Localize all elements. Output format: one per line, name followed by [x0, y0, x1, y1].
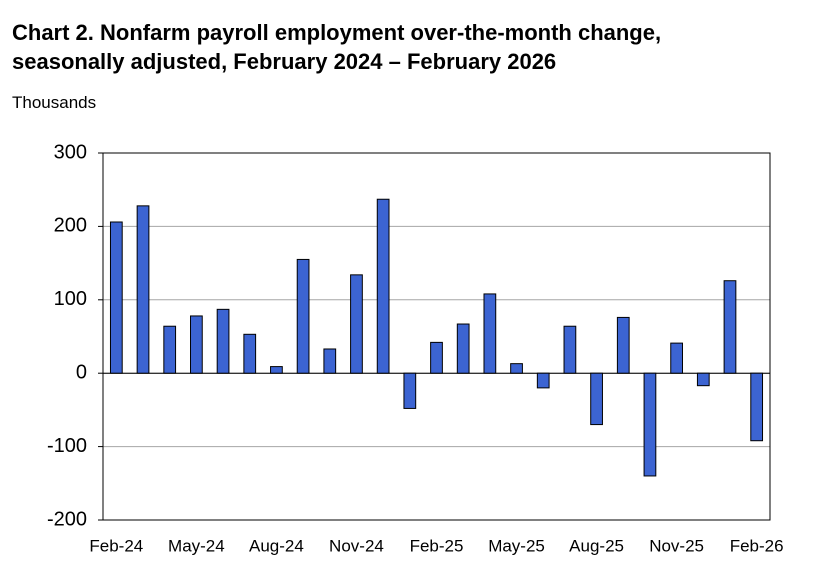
chart-title: Chart 2. Nonfarm payroll employment over… [12, 20, 662, 74]
bar [296, 258, 310, 374]
bar [243, 333, 257, 374]
bar [563, 325, 577, 374]
bar [190, 315, 203, 374]
x-tick-label: May-24 [168, 536, 225, 555]
bar [350, 274, 363, 374]
bar [216, 308, 230, 374]
y-tick-label: 0 [76, 361, 87, 383]
x-tick-label: Aug-25 [569, 536, 624, 555]
plot-frame [102, 152, 771, 521]
bar [430, 341, 443, 374]
bar [323, 348, 337, 374]
x-tick-label: Feb-25 [410, 536, 464, 555]
y-tick-label: -200 [47, 508, 87, 530]
bar [536, 372, 550, 389]
x-tick-label: Feb-24 [89, 536, 143, 555]
bar [510, 363, 523, 374]
bar [456, 323, 470, 374]
y-tick-label: 100 [54, 288, 87, 310]
x-tick-label: Nov-24 [329, 536, 384, 555]
y-tick-label: -100 [47, 435, 87, 457]
bar [109, 221, 123, 374]
bar [163, 325, 177, 374]
bar [696, 372, 710, 387]
bar [643, 372, 657, 477]
y-tick-label: 300 [54, 141, 87, 163]
y-axis-label: Thousands [12, 93, 97, 112]
bar [723, 280, 737, 374]
bar [670, 342, 683, 374]
x-tick-label: May-25 [488, 536, 545, 555]
y-tick-label: 200 [54, 215, 87, 237]
bar [590, 372, 603, 426]
bar [136, 205, 150, 374]
bar [376, 198, 390, 374]
x-tick-label: Feb-26 [730, 536, 784, 555]
bar [750, 372, 764, 442]
bar [270, 366, 283, 374]
bar [483, 293, 497, 374]
bar [616, 316, 630, 374]
x-tick-label: Aug-24 [249, 536, 304, 555]
x-tick-label: Nov-25 [649, 536, 704, 555]
bar [403, 372, 417, 409]
